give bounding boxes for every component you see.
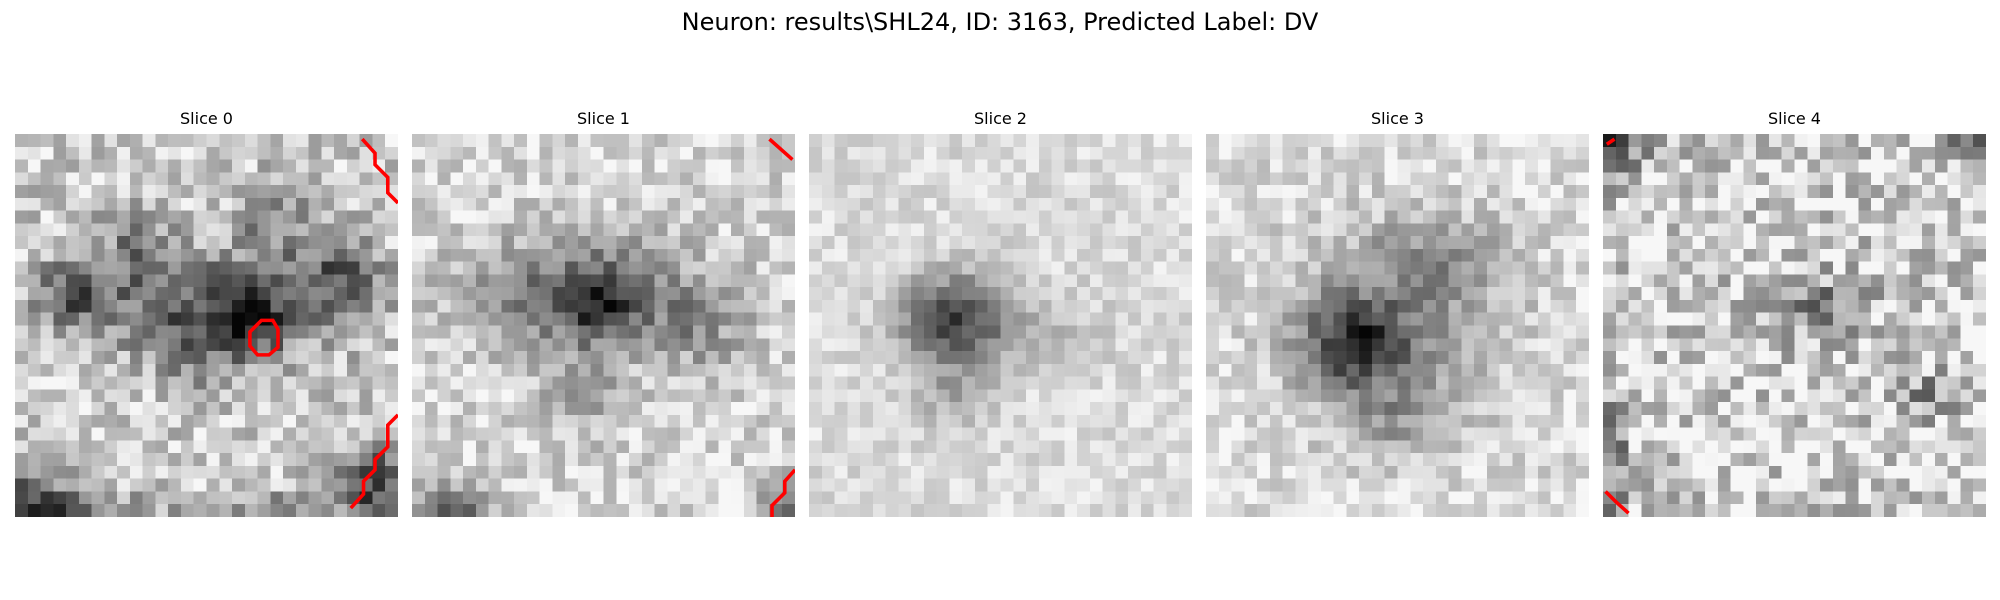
slice-title: Slice 4 bbox=[1768, 109, 1821, 128]
slice-image bbox=[1603, 134, 1986, 517]
slice-image bbox=[15, 134, 398, 517]
slice-image bbox=[412, 134, 795, 517]
figure-title: Neuron: results\SHL24, ID: 3163, Predict… bbox=[681, 8, 1319, 36]
slice-title: Slice 1 bbox=[577, 109, 630, 128]
slice-image bbox=[809, 134, 1192, 517]
slice-title: Slice 3 bbox=[1371, 109, 1424, 128]
contour-overlay bbox=[349, 413, 398, 510]
contour-overlay bbox=[768, 137, 794, 161]
contour-overlay bbox=[360, 137, 398, 205]
contour-overlay bbox=[248, 318, 280, 357]
contour-overlay bbox=[770, 468, 795, 517]
contour-overlay bbox=[1604, 490, 1630, 515]
slice-title: Slice 2 bbox=[974, 109, 1027, 128]
contour-overlay bbox=[1605, 137, 1616, 146]
slice-image bbox=[1206, 134, 1589, 517]
slice-title: Slice 0 bbox=[180, 109, 233, 128]
